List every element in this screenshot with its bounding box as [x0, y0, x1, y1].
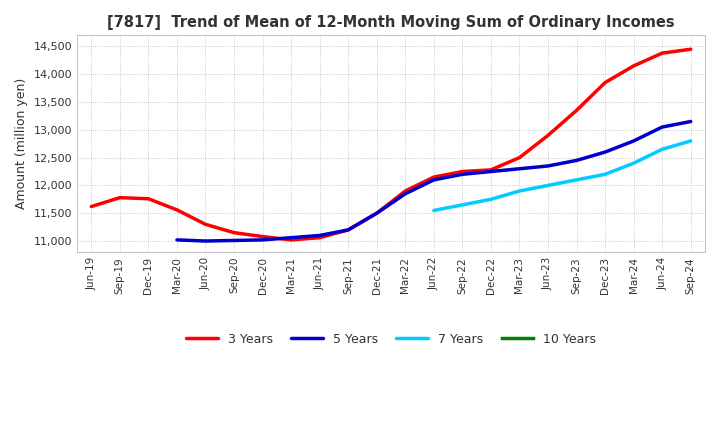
Y-axis label: Amount (million yen): Amount (million yen): [15, 78, 28, 209]
Line: 7 Years: 7 Years: [434, 141, 690, 210]
3 Years: [430, 174, 438, 180]
Line: 5 Years: 5 Years: [177, 121, 690, 241]
7 Years: [430, 208, 438, 213]
7 Years: [686, 138, 695, 143]
3 Years: [115, 195, 124, 200]
3 Years: [487, 167, 495, 172]
7 Years: [458, 202, 467, 208]
5 Years: [544, 163, 552, 169]
3 Years: [544, 133, 552, 138]
3 Years: [201, 222, 210, 227]
5 Years: [458, 172, 467, 177]
5 Years: [287, 235, 295, 240]
5 Years: [658, 125, 667, 130]
3 Years: [372, 211, 381, 216]
3 Years: [287, 237, 295, 242]
5 Years: [629, 138, 638, 143]
5 Years: [515, 166, 523, 172]
3 Years: [515, 155, 523, 160]
5 Years: [258, 237, 267, 242]
5 Years: [201, 238, 210, 244]
3 Years: [173, 207, 181, 213]
3 Years: [686, 47, 695, 52]
5 Years: [572, 158, 581, 163]
5 Years: [600, 150, 609, 155]
Line: 3 Years: 3 Years: [91, 49, 690, 240]
7 Years: [629, 161, 638, 166]
7 Years: [572, 177, 581, 183]
3 Years: [401, 188, 410, 194]
5 Years: [372, 211, 381, 216]
5 Years: [487, 169, 495, 174]
5 Years: [686, 119, 695, 124]
3 Years: [230, 230, 238, 235]
7 Years: [515, 188, 523, 194]
3 Years: [315, 235, 324, 240]
7 Years: [658, 147, 667, 152]
3 Years: [572, 108, 581, 113]
7 Years: [544, 183, 552, 188]
5 Years: [230, 238, 238, 243]
3 Years: [87, 204, 96, 209]
3 Years: [629, 63, 638, 69]
3 Years: [258, 234, 267, 239]
3 Years: [344, 227, 353, 232]
5 Years: [344, 227, 353, 232]
5 Years: [173, 237, 181, 242]
3 Years: [144, 196, 153, 202]
5 Years: [430, 177, 438, 183]
5 Years: [401, 191, 410, 196]
5 Years: [315, 233, 324, 238]
7 Years: [600, 172, 609, 177]
3 Years: [600, 80, 609, 85]
3 Years: [458, 169, 467, 174]
7 Years: [487, 197, 495, 202]
Title: [7817]  Trend of Mean of 12-Month Moving Sum of Ordinary Incomes: [7817] Trend of Mean of 12-Month Moving …: [107, 15, 675, 30]
3 Years: [658, 51, 667, 56]
Legend: 3 Years, 5 Years, 7 Years, 10 Years: 3 Years, 5 Years, 7 Years, 10 Years: [181, 328, 600, 351]
